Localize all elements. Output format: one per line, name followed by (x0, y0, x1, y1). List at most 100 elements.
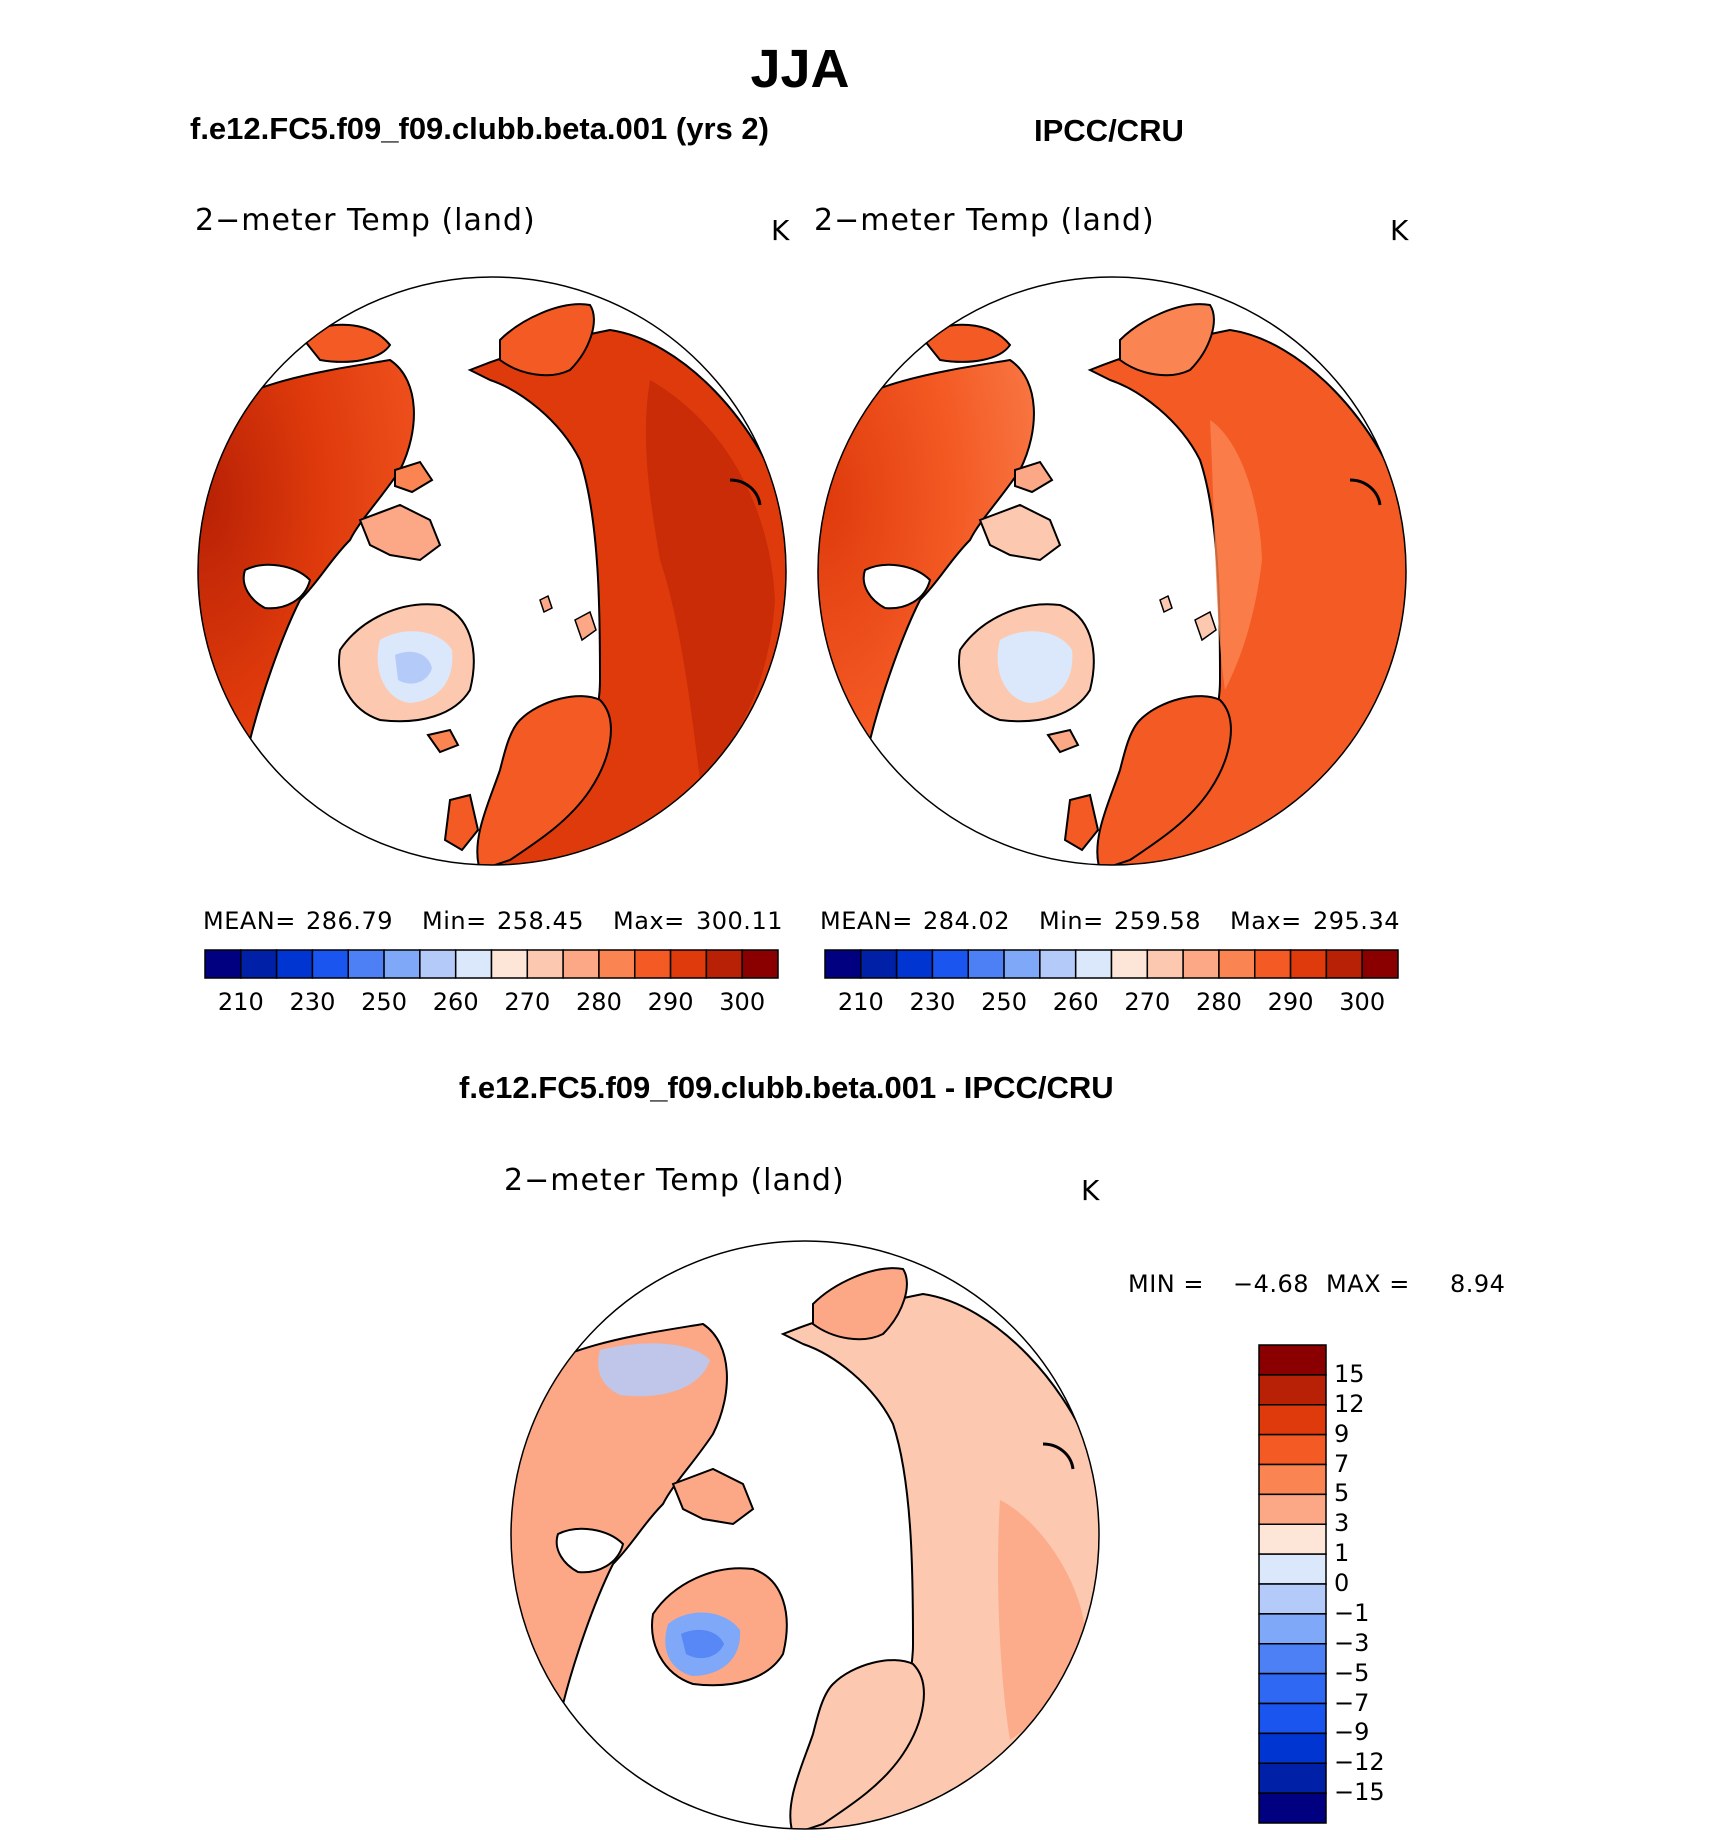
obs-greenland-ice (997, 631, 1073, 703)
diff-alaska-land (812, 1267, 908, 1341)
obs-iceland (1046, 728, 1080, 754)
obs-alaska-land (1119, 303, 1215, 377)
model-colorbar-box-3 (311, 949, 349, 979)
diff-min-label: MIN = (1128, 1270, 1204, 1298)
diff-colorbar-box-10 (1258, 1643, 1327, 1675)
diff-colorbar-box-0 (1258, 1344, 1327, 1376)
model-colorbar-tick-label: 270 (504, 988, 551, 1016)
obs-colorbar-box-1 (860, 949, 898, 979)
model-colorbar-tick-label: 260 (432, 988, 479, 1016)
model-asia-hot-core (645, 380, 775, 780)
model-colorbar-tick-label: 230 (289, 988, 336, 1016)
obs-mean-label: MEAN= (820, 907, 913, 935)
obs-colorbar-tick-label: 260 (1052, 988, 1099, 1016)
diff-colorbar-box-6 (1258, 1523, 1327, 1555)
diff-units: K (1081, 1174, 1100, 1207)
model-colorbar-box-5 (383, 949, 421, 979)
model-map-boundary (197, 276, 787, 866)
obs-panel-title: IPCC/CRU (1034, 113, 1184, 148)
diff-panel-title: f.e12.FC5.f09_f09.clubb.beta.001 - IPCC/… (459, 1070, 1114, 1105)
obs-colorbar-tick-label: 250 (981, 988, 1027, 1016)
diff-colorbar-tick-label: −1 (1334, 1598, 1370, 1627)
obs-colorbar-box-0 (824, 949, 862, 979)
obs-variable-label: 2−meter Temp (land) (814, 203, 1155, 238)
obs-min-label: Min= (1039, 907, 1104, 935)
diff-max-value: 8.94 (1450, 1270, 1506, 1298)
diff-hudson-bay (555, 1527, 625, 1574)
diff-colorbar-box-8 (1258, 1583, 1327, 1615)
obs-colorbar-box-3 (931, 949, 969, 979)
diff-colorbar-box-12 (1258, 1702, 1327, 1735)
model-units: K (771, 214, 790, 247)
model-colorbar-tick-label: 280 (576, 988, 622, 1016)
diff-max-label: MAX = (1326, 1270, 1410, 1298)
diff-colorbar-box-4 (1258, 1463, 1327, 1496)
model-colorbar-box-7 (454, 949, 493, 979)
model-british-isles (443, 793, 480, 852)
obs-colorbar-box-15 (1361, 949, 1399, 979)
obs-british-isles (1063, 793, 1100, 852)
diff-colorbar-box-5 (1258, 1493, 1327, 1525)
diff-colorbar (1258, 1344, 1327, 1824)
obs-colorbar-tick-label: 280 (1196, 988, 1242, 1016)
model-min-label: Min= (422, 907, 487, 935)
obs-asia-cool-zone (1210, 420, 1262, 690)
model-arctic-islands (358, 503, 442, 562)
diff-colorbar-box-2 (1258, 1404, 1327, 1436)
model-colorbar-box-2 (275, 949, 314, 979)
model-polar-map (197, 276, 787, 866)
diff-map-boundary (510, 1240, 1100, 1830)
diff-colorbar-tick-label: −3 (1334, 1628, 1370, 1657)
model-colorbar-tick-label: 250 (361, 988, 407, 1016)
diff-variable-label: 2−meter Temp (land) (504, 1163, 845, 1198)
model-colorbar-tick-label: 210 (217, 988, 264, 1016)
model-europe-land (476, 695, 612, 865)
diff-colorbar-box-3 (1258, 1433, 1327, 1466)
obs-max-label: Max= (1230, 907, 1302, 935)
obs-mean-value: 284.02 (923, 907, 1010, 935)
model-colorbar (204, 949, 779, 979)
model-colorbar-box-14 (705, 949, 743, 979)
obs-north-america-land (818, 358, 1035, 762)
model-colorbar-box-9 (526, 949, 564, 979)
diff-colorbar-box-1 (1258, 1374, 1327, 1406)
obs-colorbar-box-7 (1074, 949, 1113, 979)
diff-colorbar-box-14 (1258, 1762, 1327, 1794)
obs-colorbar-tick-label: 300 (1339, 988, 1386, 1016)
obs-colorbar-box-5 (1003, 949, 1041, 979)
obs-colorbar-box-12 (1254, 949, 1292, 979)
model-colorbar-box-12 (634, 949, 672, 979)
model-max-label: Max= (613, 907, 685, 935)
main-title: JJA (750, 39, 850, 99)
model-hudson-bay (242, 563, 312, 610)
obs-colorbar-box-8 (1110, 949, 1149, 979)
model-min-value: 258.45 (497, 907, 584, 935)
model-iceland (426, 728, 460, 754)
diff-colorbar-tick-label: −5 (1334, 1658, 1370, 1687)
obs-units: K (1390, 214, 1409, 247)
model-colorbar-tick-label: 290 (647, 988, 694, 1016)
model-mean-label: MEAN= (203, 907, 296, 935)
obs-min-value: 259.58 (1114, 907, 1201, 935)
diff-colorbar-tick-label: −9 (1334, 1718, 1370, 1747)
obs-arctic-islands (978, 503, 1062, 562)
model-panel-title: f.e12.FC5.f09_f09.clubb.beta.001 (yrs 2) (190, 111, 769, 146)
obs-colorbar-box-2 (895, 949, 934, 979)
diff-colorbar-tick-label: 12 (1334, 1389, 1365, 1418)
model-colorbar-box-13 (669, 949, 708, 979)
obs-colorbar (824, 949, 1399, 979)
diff-min-value: −4.68 (1233, 1270, 1310, 1298)
model-colorbar-box-1 (240, 949, 278, 979)
diff-cool-anomaly (598, 1343, 710, 1397)
obs-colorbar-box-9 (1146, 949, 1184, 979)
model-colorbar-box-15 (741, 949, 779, 979)
model-colorbar-box-10 (562, 949, 600, 979)
diff-colorbar-box-7 (1258, 1553, 1327, 1585)
obs-colorbar-box-4 (967, 949, 1005, 979)
diff-colorbar-tick-label: −15 (1334, 1778, 1385, 1807)
diff-polar-map (510, 1240, 1100, 1830)
diff-arctic-islands (671, 1467, 755, 1526)
model-variable-label: 2−meter Temp (land) (195, 203, 536, 238)
diff-colorbar-tick-label: 15 (1334, 1359, 1365, 1388)
